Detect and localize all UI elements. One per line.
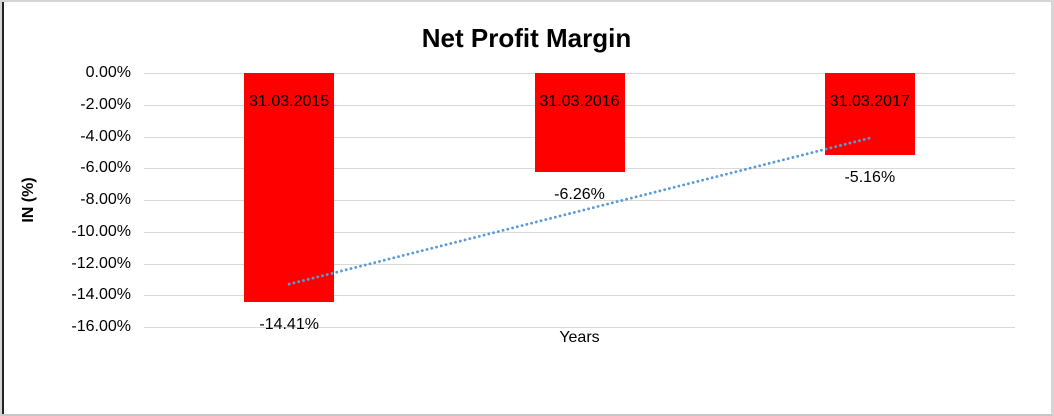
y-tick-label: -4.00% <box>80 127 131 145</box>
value-label: -5.16% <box>844 168 896 186</box>
y-tick-label: 0.00% <box>85 64 131 81</box>
category-label: 31.03.2017 <box>829 93 910 110</box>
x-axis-title: Years <box>559 329 600 346</box>
y-tick-label: -10.00% <box>71 222 131 240</box>
bar-31.03.2016 <box>534 73 625 173</box>
y-tick-label: -16.00% <box>71 318 131 335</box>
gridline <box>144 295 1015 297</box>
y-tick-label: -12.00% <box>71 254 131 272</box>
gridline <box>144 327 1015 328</box>
bar-31.03.2017 <box>824 73 915 155</box>
value-label: -6.26% <box>554 186 605 204</box>
category-label: 31.03.2016 <box>539 93 620 110</box>
y-tick-label: -6.00% <box>80 159 131 177</box>
chart-title: Net Profit Margin <box>421 23 632 53</box>
y-tick-label: -14.00% <box>71 286 131 304</box>
category-label: 31.03.2015 <box>249 93 330 110</box>
y-tick-label: -2.00% <box>80 95 131 113</box>
frame-left-border <box>2 2 4 414</box>
value-label: -14.41% <box>259 315 319 333</box>
y-tick-label: -8.00% <box>80 191 131 208</box>
